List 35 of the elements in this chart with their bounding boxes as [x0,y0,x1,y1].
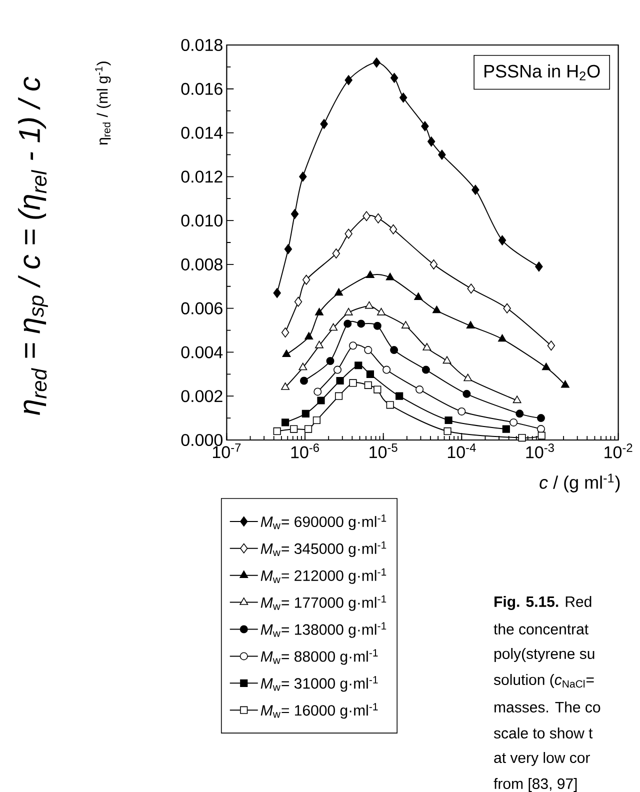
legend-label: M$_{w}$= 88000 g·ml$^{-1}$ [260,649,378,665]
text: solution (c$_{NaCl}$= [494,674,594,688]
y-tick-label: 0.004 [181,346,223,358]
y-tick-label: 0.018 [181,38,222,52]
y-tick-label: 0.012 [181,170,222,183]
y-tick-label: 0.000 [181,434,222,446]
annotation: PSSNa in H$_{2}$O [484,64,600,80]
x-tick-label: 10$^{-3}$ [526,444,554,458]
text: the concentrat [494,623,588,634]
x-axis-title: c / (g ml$^{-1}$) [540,474,620,492]
text: Fig. 5.15. Red [494,596,592,610]
y-tick-label: 0.002 [181,390,222,402]
legend-label: M$_{w}$= 690000 g·ml$^{-1}$ [260,514,386,530]
legend-label: M$_{w}$= 177000 g·ml$^{-1}$ [260,595,386,611]
x-tick-label: 10$^{-5}$ [370,444,398,458]
y-tick-label: 0.010 [181,214,222,227]
text: poly(styrene su [494,648,594,662]
text: from [83, 97] [494,778,577,792]
text: masses. The co [494,701,600,712]
y-tick-label: 0.014 [181,126,223,139]
x-tick-label: 10$^{-4}$ [448,444,476,458]
legend-label: M$_{w}$= 16000 g·ml$^{-1}$ [260,703,378,719]
x-tick-label: 10$^{-2}$ [604,444,632,458]
text: η$_{red}$ = η$_{sp}$ / c = (η$_{rel}$ - 1) / c [18,76,48,416]
legend-label: M$_{w}$= 31000 g·ml$^{-1}$ [260,676,378,692]
y-tick-label: 0.016 [181,82,222,95]
legend-label: M$_{w}$= 345000 g·ml$^{-1}$ [260,541,386,557]
y-tick-label: 0.006 [181,302,222,314]
legend-label: M$_{w}$= 138000 g·ml$^{-1}$ [260,622,386,638]
legend-label: M$_{w}$= 212000 g·ml$^{-1}$ [260,568,386,584]
text: scale to show t [494,727,593,738]
text: at very low cor [494,752,590,766]
y-tick-label: 0.008 [181,258,222,270]
y-axis-title: η$_{red}$ / (ml g$^{-1}$) [95,62,111,145]
x-tick-label: 10$^{-6}$ [291,444,319,458]
